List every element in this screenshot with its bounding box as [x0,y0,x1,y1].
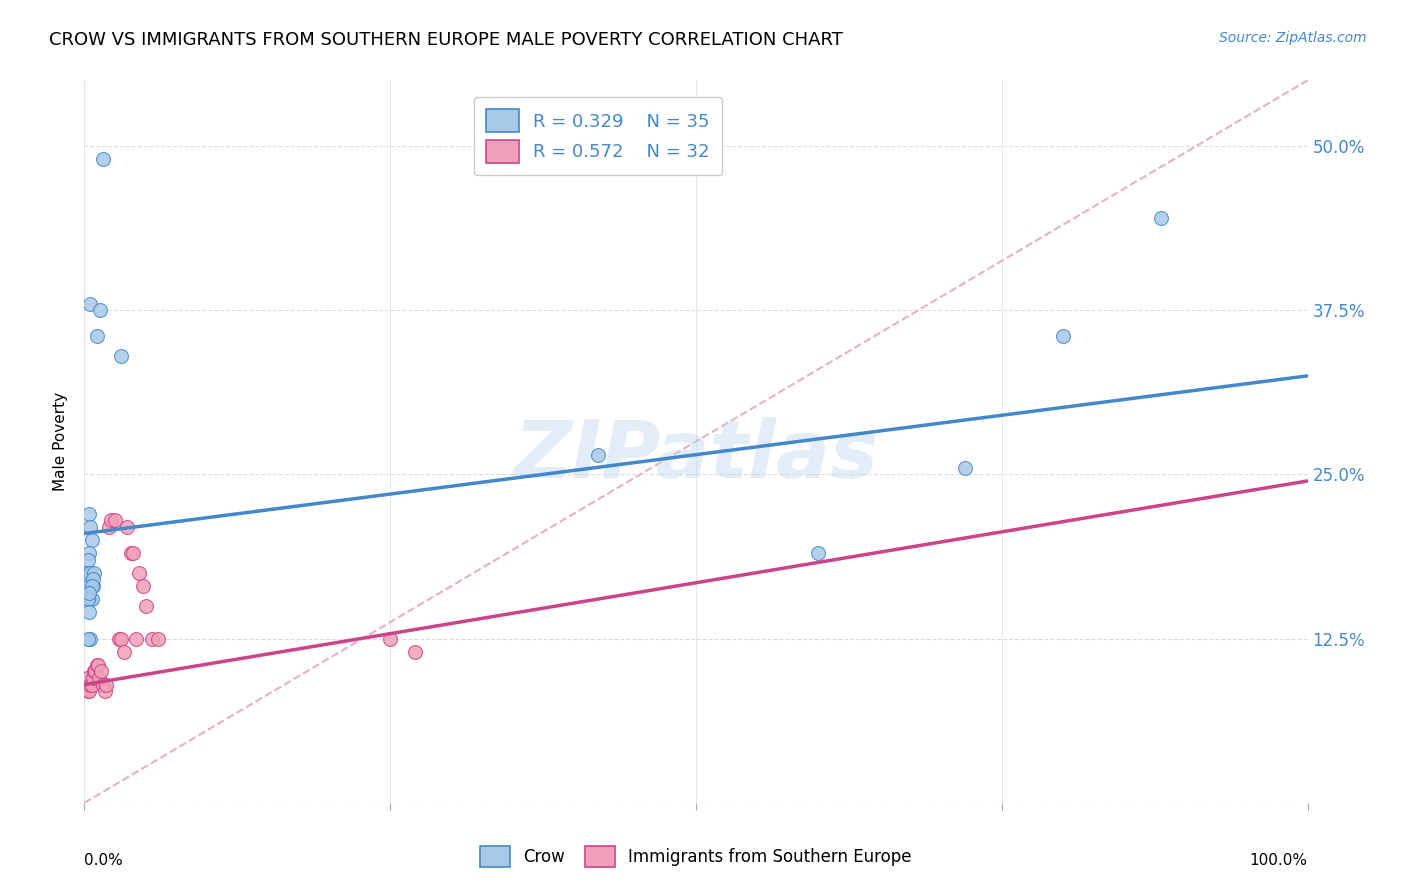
Point [79,677,101,691]
Point [77,605,100,619]
Point [80,533,103,547]
Point [125,632,148,646]
Point [135,599,157,613]
Point [82,579,104,593]
Point [79,296,101,310]
Point [79,632,101,646]
Point [77,632,100,646]
Point [77,671,100,685]
Point [115,520,138,534]
Text: 100.0%: 100.0% [1250,854,1308,869]
Point [79,677,101,691]
Point [110,349,132,363]
Point [77,553,100,567]
Point [84,665,107,679]
Point [77,585,100,599]
Point [146,632,169,646]
Point [80,579,103,593]
Point [82,573,104,587]
Point [1150,211,1173,226]
Point [90,665,112,679]
Text: ZIPatlas: ZIPatlas [513,417,879,495]
Point [86,329,108,343]
Point [120,546,142,560]
Point [80,592,103,607]
Text: Source: ZipAtlas.com: Source: ZipAtlas.com [1219,31,1367,45]
Point [76,566,98,580]
Point [77,592,100,607]
Point [404,645,426,659]
Point [122,546,145,560]
Point [112,645,135,659]
Point [110,632,132,646]
Point [87,657,110,672]
Point [79,592,101,607]
Point [79,520,101,534]
Y-axis label: Male Poverty: Male Poverty [53,392,69,491]
Point [132,579,155,593]
Point [96,677,118,691]
Text: 0.0%: 0.0% [84,854,124,869]
Point [80,677,103,691]
Point [77,546,100,560]
Point [94,684,117,698]
Point [77,684,100,698]
Point [107,632,129,646]
Point [77,507,100,521]
Point [83,665,105,679]
Point [82,671,104,685]
Point [77,579,100,593]
Point [86,657,108,672]
Point [953,460,976,475]
Point [76,671,98,685]
Point [77,592,100,607]
Point [77,684,100,698]
Text: CROW VS IMMIGRANTS FROM SOUTHERN EUROPE MALE POVERTY CORRELATION CHART: CROW VS IMMIGRANTS FROM SOUTHERN EUROPE … [49,31,844,49]
Point [586,448,609,462]
Point [91,677,114,691]
Point [80,671,103,685]
Legend: Crow, Immigrants from Southern Europe: Crow, Immigrants from Southern Europe [474,839,918,874]
Point [100,513,122,527]
Point [807,546,830,560]
Point [380,632,402,646]
Point [91,152,114,166]
Point [128,566,150,580]
Point [77,592,100,607]
Point [79,566,101,580]
Point [141,632,163,646]
Point [97,520,120,534]
Point [104,513,127,527]
Point [89,303,111,318]
Point [83,566,105,580]
Point [87,671,110,685]
Point [1052,329,1074,343]
Point [77,573,100,587]
